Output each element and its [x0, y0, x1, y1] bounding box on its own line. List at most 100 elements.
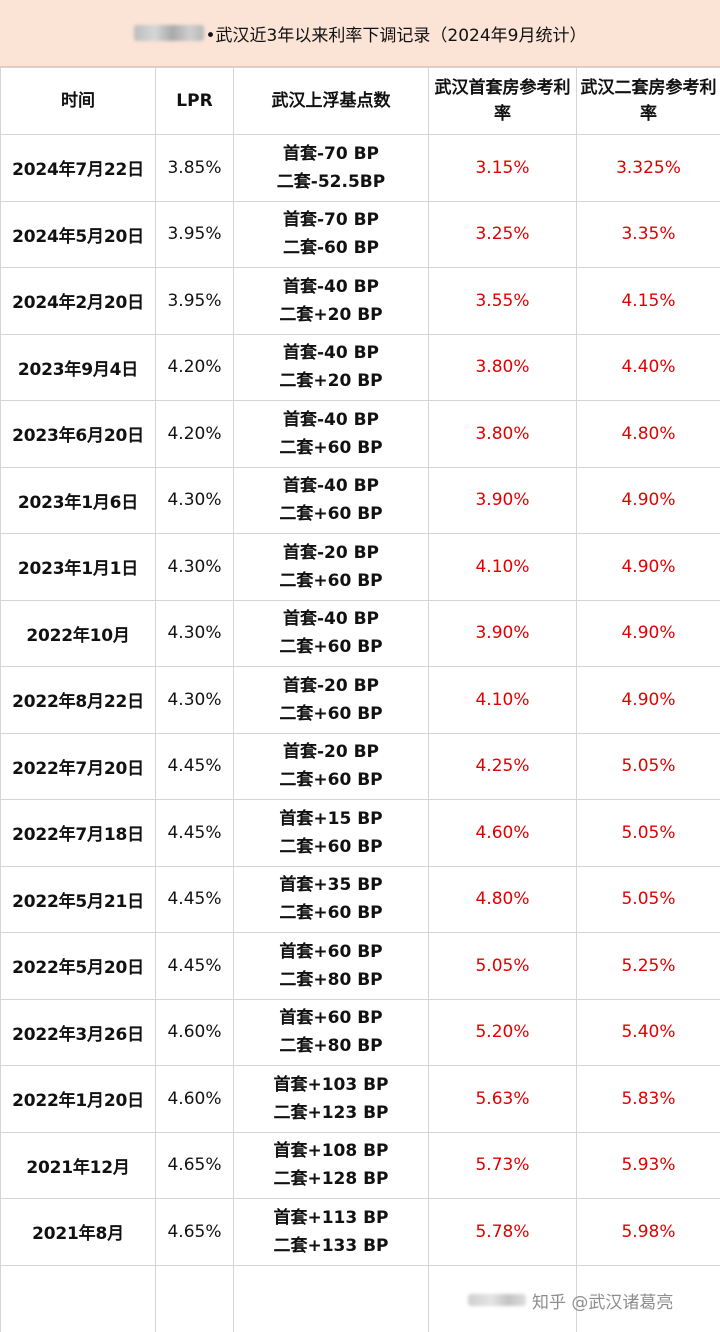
bp-second-home: 二套+60 BP [234, 899, 428, 927]
bp-second-home: 二套+133 BP [234, 1232, 428, 1260]
date-cell: 2022年5月21日 [1, 866, 156, 933]
blurred-watermark-logo [468, 1294, 526, 1306]
second-home-rate-cell: 3.35% [577, 201, 720, 268]
date-cell: 2024年7月22日 [1, 135, 156, 202]
date-cell: 2022年5月20日 [1, 933, 156, 1000]
blank-cell [156, 1265, 234, 1332]
date-cell: 2023年1月6日 [1, 467, 156, 534]
bp-second-home: 二套+20 BP [234, 367, 428, 395]
first-home-rate-cell: 4.25% [429, 733, 577, 800]
date-cell: 2024年2月20日 [1, 268, 156, 335]
lpr-cell: 4.20% [156, 401, 234, 468]
second-home-rate-cell: 5.05% [577, 733, 720, 800]
bp-second-home: 二套+60 BP [234, 434, 428, 462]
first-home-rate-cell: 4.10% [429, 667, 577, 734]
bp-second-home: 二套+128 BP [234, 1165, 428, 1193]
bp-second-home: 二套+60 BP [234, 766, 428, 794]
second-home-rate-cell: 4.40% [577, 334, 720, 401]
second-home-rate-cell: 5.40% [577, 999, 720, 1066]
first-home-rate-cell: 4.10% [429, 534, 577, 601]
bp-second-home: 二套+80 BP [234, 1032, 428, 1060]
second-home-rate-cell: 5.93% [577, 1132, 720, 1199]
bp-second-home: 二套+123 BP [234, 1099, 428, 1127]
lpr-cell: 4.45% [156, 866, 234, 933]
lpr-cell: 3.85% [156, 135, 234, 202]
date-cell: 2022年7月20日 [1, 733, 156, 800]
bp-first-home: 首套+108 BP [234, 1137, 428, 1165]
lpr-cell: 3.95% [156, 268, 234, 335]
second-home-rate-cell: 4.90% [577, 667, 720, 734]
bp-first-home: 首套+103 BP [234, 1071, 428, 1099]
second-home-rate-cell: 5.25% [577, 933, 720, 1000]
second-home-rate-cell: 4.90% [577, 600, 720, 667]
bp-second-home: 二套+60 BP [234, 633, 428, 661]
date-cell: 2022年3月26日 [1, 999, 156, 1066]
lpr-cell: 4.60% [156, 999, 234, 1066]
bp-first-home: 首套-20 BP [234, 539, 428, 567]
lpr-cell: 4.45% [156, 800, 234, 867]
bp-first-home: 首套-40 BP [234, 472, 428, 500]
header-first-rate: 武汉首套房参考利率 [429, 68, 577, 135]
table-header-row: 时间 LPR 武汉上浮基点数 武汉首套房参考利率 武汉二套房参考利率 [1, 68, 720, 135]
date-cell: 2022年7月18日 [1, 800, 156, 867]
bp-second-home: 二套+80 BP [234, 966, 428, 994]
blank-cell [1, 1265, 156, 1332]
lpr-cell: 4.60% [156, 1066, 234, 1133]
header-date: 时间 [1, 68, 156, 135]
second-home-rate-cell: 5.05% [577, 866, 720, 933]
first-home-rate-cell: 4.60% [429, 800, 577, 867]
first-home-rate-cell: 3.25% [429, 201, 577, 268]
first-home-rate-cell: 3.80% [429, 334, 577, 401]
date-cell: 2024年5月20日 [1, 201, 156, 268]
lpr-cell: 4.30% [156, 667, 234, 734]
bp-second-home: 二套+60 BP [234, 500, 428, 528]
first-home-rate-cell: 5.20% [429, 999, 577, 1066]
bp-first-home: 首套+15 BP [234, 805, 428, 833]
first-home-rate-cell: 3.90% [429, 600, 577, 667]
bp-first-home: 首套-40 BP [234, 406, 428, 434]
second-home-rate-cell: 4.90% [577, 467, 720, 534]
bp-first-home: 首套+60 BP [234, 1004, 428, 1032]
date-cell: 2022年8月22日 [1, 667, 156, 734]
bp-first-home: 首套-20 BP [234, 672, 428, 700]
second-home-rate-cell: 4.90% [577, 534, 720, 601]
lpr-cell: 4.45% [156, 933, 234, 1000]
date-cell: 2021年12月 [1, 1132, 156, 1199]
first-home-rate-cell: 4.80% [429, 866, 577, 933]
date-cell: 2023年6月20日 [1, 401, 156, 468]
bp-first-home: 首套+35 BP [234, 871, 428, 899]
first-home-rate-cell: 5.05% [429, 933, 577, 1000]
header-second-rate: 武汉二套房参考利率 [577, 68, 720, 135]
blank-cell [234, 1265, 429, 1332]
bp-first-home: 首套-40 BP [234, 339, 428, 367]
bp-second-home: 二套+20 BP [234, 301, 428, 329]
bp-second-home: 二套+60 BP [234, 700, 428, 728]
bp-first-home: 首套+113 BP [234, 1204, 428, 1232]
bp-first-home: 首套-70 BP [234, 206, 428, 234]
bp-second-home: 二套-52.5BP [234, 168, 428, 196]
date-cell: 2021年8月 [1, 1199, 156, 1266]
first-home-rate-cell: 5.78% [429, 1199, 577, 1266]
bp-second-home: 二套-60 BP [234, 234, 428, 262]
